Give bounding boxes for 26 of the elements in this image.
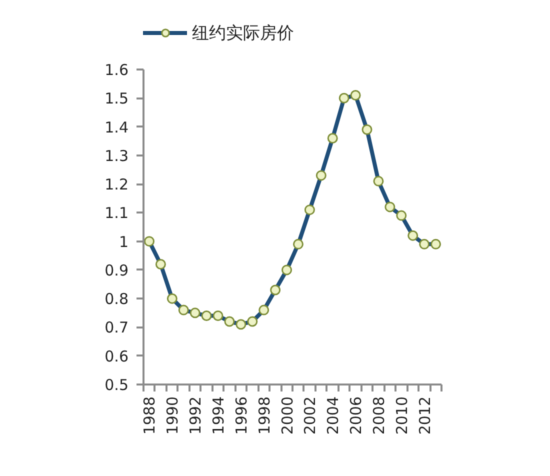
x-tick-label: 2000 (278, 396, 296, 435)
x-tick-label: 1992 (186, 396, 205, 435)
x-tick-label: 1994 (210, 396, 228, 435)
y-tick-label: 1.5 (104, 90, 129, 108)
x-tick-label: 2010 (392, 396, 411, 435)
y-tick-label: 1.4 (104, 118, 129, 136)
y-tick-label: 0.8 (104, 290, 129, 308)
legend-label: 纽约实际房价 (192, 22, 294, 44)
x-tick-label: 2002 (301, 396, 320, 435)
x-tick-label: 2012 (416, 396, 434, 435)
y-tick-label: 1 (118, 232, 129, 251)
x-tick-label: 1988 (140, 396, 159, 435)
x-tick-label: 1990 (164, 396, 182, 435)
x-tick-label: 1996 (232, 396, 250, 435)
y-tick-label: 0.6 (104, 347, 129, 366)
y-tick-label: 1.1 (104, 204, 129, 222)
y-tick-label: 0.5 (104, 376, 129, 394)
x-tick-label: 2004 (324, 396, 342, 435)
y-tick-label: 0.9 (104, 261, 129, 280)
y-tick-label: 1.6 (104, 61, 129, 79)
y-tick-label: 1.3 (104, 146, 129, 165)
x-tick-label: 1998 (255, 396, 274, 435)
x-tick-label: 2008 (370, 396, 388, 435)
y-tick-label: 0.7 (104, 318, 129, 337)
x-tick-label: 2006 (347, 396, 366, 435)
y-tick-label: 1.2 (104, 176, 129, 194)
